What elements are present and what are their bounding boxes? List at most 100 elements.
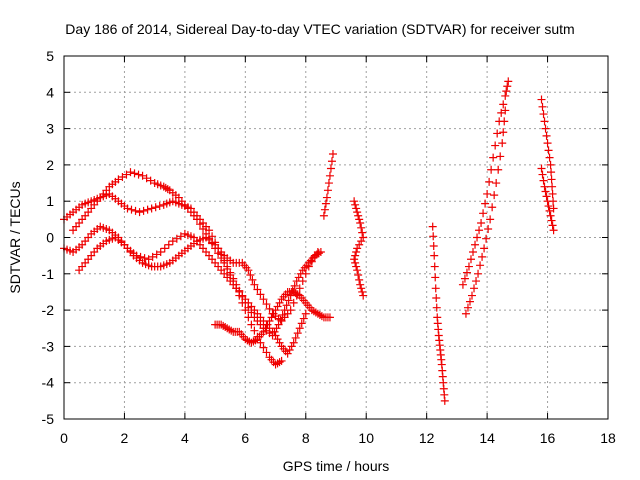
data-point — [317, 312, 326, 321]
data-point — [309, 307, 318, 316]
data-point — [253, 285, 262, 294]
data-point — [156, 248, 165, 257]
data-point — [247, 320, 256, 329]
data-point — [123, 204, 132, 213]
data-point — [476, 261, 485, 270]
series-arc-k — [537, 95, 558, 213]
data-point — [249, 337, 258, 346]
series-arc-b — [60, 222, 310, 358]
data-point — [494, 165, 503, 174]
data-point — [324, 179, 333, 188]
data-point — [542, 192, 551, 201]
y-tick-label: 1 — [46, 193, 54, 209]
data-point — [352, 248, 361, 257]
data-point — [484, 225, 493, 234]
data-point — [351, 258, 360, 267]
data-point — [259, 295, 268, 304]
data-point — [327, 157, 336, 166]
data-point — [248, 275, 257, 284]
data-point — [130, 169, 139, 178]
data-point — [429, 241, 438, 250]
data-point — [217, 320, 226, 329]
data-point — [498, 139, 507, 148]
data-point — [220, 258, 229, 267]
data-point — [492, 179, 501, 188]
data-point — [243, 336, 252, 345]
data-point — [465, 297, 474, 306]
data-point — [501, 91, 510, 100]
data-point — [548, 221, 557, 230]
data-point — [289, 338, 298, 347]
data-point — [273, 302, 282, 311]
x-tick-label: 10 — [358, 430, 374, 446]
data-point — [277, 356, 286, 365]
data-point — [259, 343, 268, 352]
data-point — [328, 150, 337, 159]
data-point — [155, 202, 164, 211]
data-point — [122, 170, 131, 179]
data-point — [548, 182, 557, 191]
axis-ticks — [63, 55, 609, 420]
data-point — [358, 228, 367, 237]
data-point — [478, 252, 487, 261]
data-point — [472, 277, 481, 286]
data-point — [152, 250, 161, 259]
data-point — [357, 237, 366, 246]
data-point — [259, 327, 268, 336]
data-point — [311, 308, 320, 317]
y-tick-label: -2 — [42, 302, 55, 318]
data-point — [131, 206, 140, 215]
data-point — [276, 315, 285, 324]
data-point — [542, 131, 551, 140]
data-point — [544, 202, 553, 211]
x-axis-label: GPS time / hours — [283, 458, 390, 474]
x-tick-label: 2 — [121, 430, 129, 446]
data-point — [500, 117, 509, 126]
data-point — [142, 174, 151, 183]
data-point — [354, 271, 363, 280]
data-point — [356, 280, 365, 289]
data-point — [273, 359, 282, 368]
data-point — [168, 237, 177, 246]
data-point — [481, 199, 490, 208]
data-point — [263, 320, 272, 329]
data-point — [286, 306, 295, 315]
x-tick-label: 6 — [241, 430, 249, 446]
data-point — [477, 218, 486, 227]
data-point — [359, 233, 368, 242]
data-point — [229, 277, 238, 286]
data-point — [241, 306, 250, 315]
data-point — [261, 324, 270, 333]
data-point — [290, 281, 299, 290]
data-point — [221, 323, 230, 332]
data-point — [283, 349, 292, 358]
data-point — [547, 168, 556, 177]
data-point — [297, 319, 306, 328]
data-point — [545, 206, 554, 215]
data-point — [250, 326, 259, 335]
data-point — [543, 139, 552, 148]
data-point — [325, 313, 334, 322]
y-tick-label: -5 — [42, 411, 55, 427]
data-point — [357, 223, 366, 232]
data-point — [262, 348, 271, 357]
data-point — [431, 284, 440, 293]
data-point — [225, 325, 234, 334]
data-point — [284, 296, 293, 305]
data-point — [503, 82, 512, 91]
data-point — [355, 275, 364, 284]
data-point — [466, 255, 475, 264]
data-point — [271, 360, 280, 369]
data-point — [499, 128, 508, 137]
data-point — [357, 284, 366, 293]
data-point — [321, 199, 330, 208]
data-point — [540, 117, 549, 126]
data-point — [271, 331, 280, 340]
data-point — [196, 220, 204, 229]
data-point — [491, 141, 500, 150]
data-point — [232, 284, 241, 293]
data-point — [134, 170, 143, 179]
data-point — [547, 175, 556, 184]
data-point — [151, 203, 160, 212]
